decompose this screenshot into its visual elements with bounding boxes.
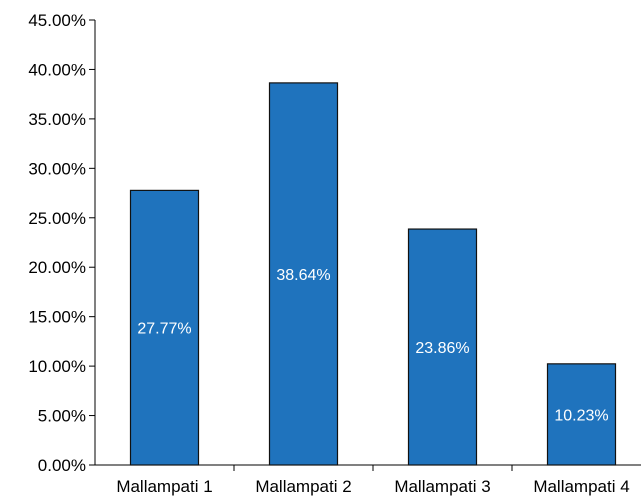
y-tick-label: 40.00% [28, 60, 86, 79]
y-tick-label: 5.00% [38, 407, 86, 426]
x-category-label: Mallampati 2 [255, 477, 351, 496]
x-category-label: Mallampati 4 [533, 477, 629, 496]
y-tick-label: 25.00% [28, 209, 86, 228]
bar-data-label: 23.86% [415, 340, 469, 357]
bar-1 [129, 189, 200, 466]
y-tick-label: 15.00% [28, 308, 86, 327]
x-category-label: Mallampati 1 [116, 477, 212, 496]
bar-data-label: 10.23% [554, 407, 608, 424]
bar-2 [268, 82, 339, 466]
y-tick-label: 45.00% [28, 11, 86, 30]
bar-data-label: 38.64% [276, 267, 330, 284]
chart-bars [129, 82, 617, 466]
y-tick-label: 35.00% [28, 110, 86, 129]
bar-3 [407, 228, 478, 466]
y-tick-label: 0.00% [38, 456, 86, 475]
y-tick-label: 20.00% [28, 258, 86, 277]
y-tick-label: 10.00% [28, 357, 86, 376]
bar-data-label: 27.77% [137, 321, 191, 338]
bar-4 [546, 363, 617, 466]
y-tick-label: 30.00% [28, 159, 86, 178]
x-category-label: Mallampati 3 [394, 477, 490, 496]
chart-labels: 0.00% 5.00% 10.00% 15.00% 20.00% 25.00% 30.00%… [28, 11, 629, 496]
